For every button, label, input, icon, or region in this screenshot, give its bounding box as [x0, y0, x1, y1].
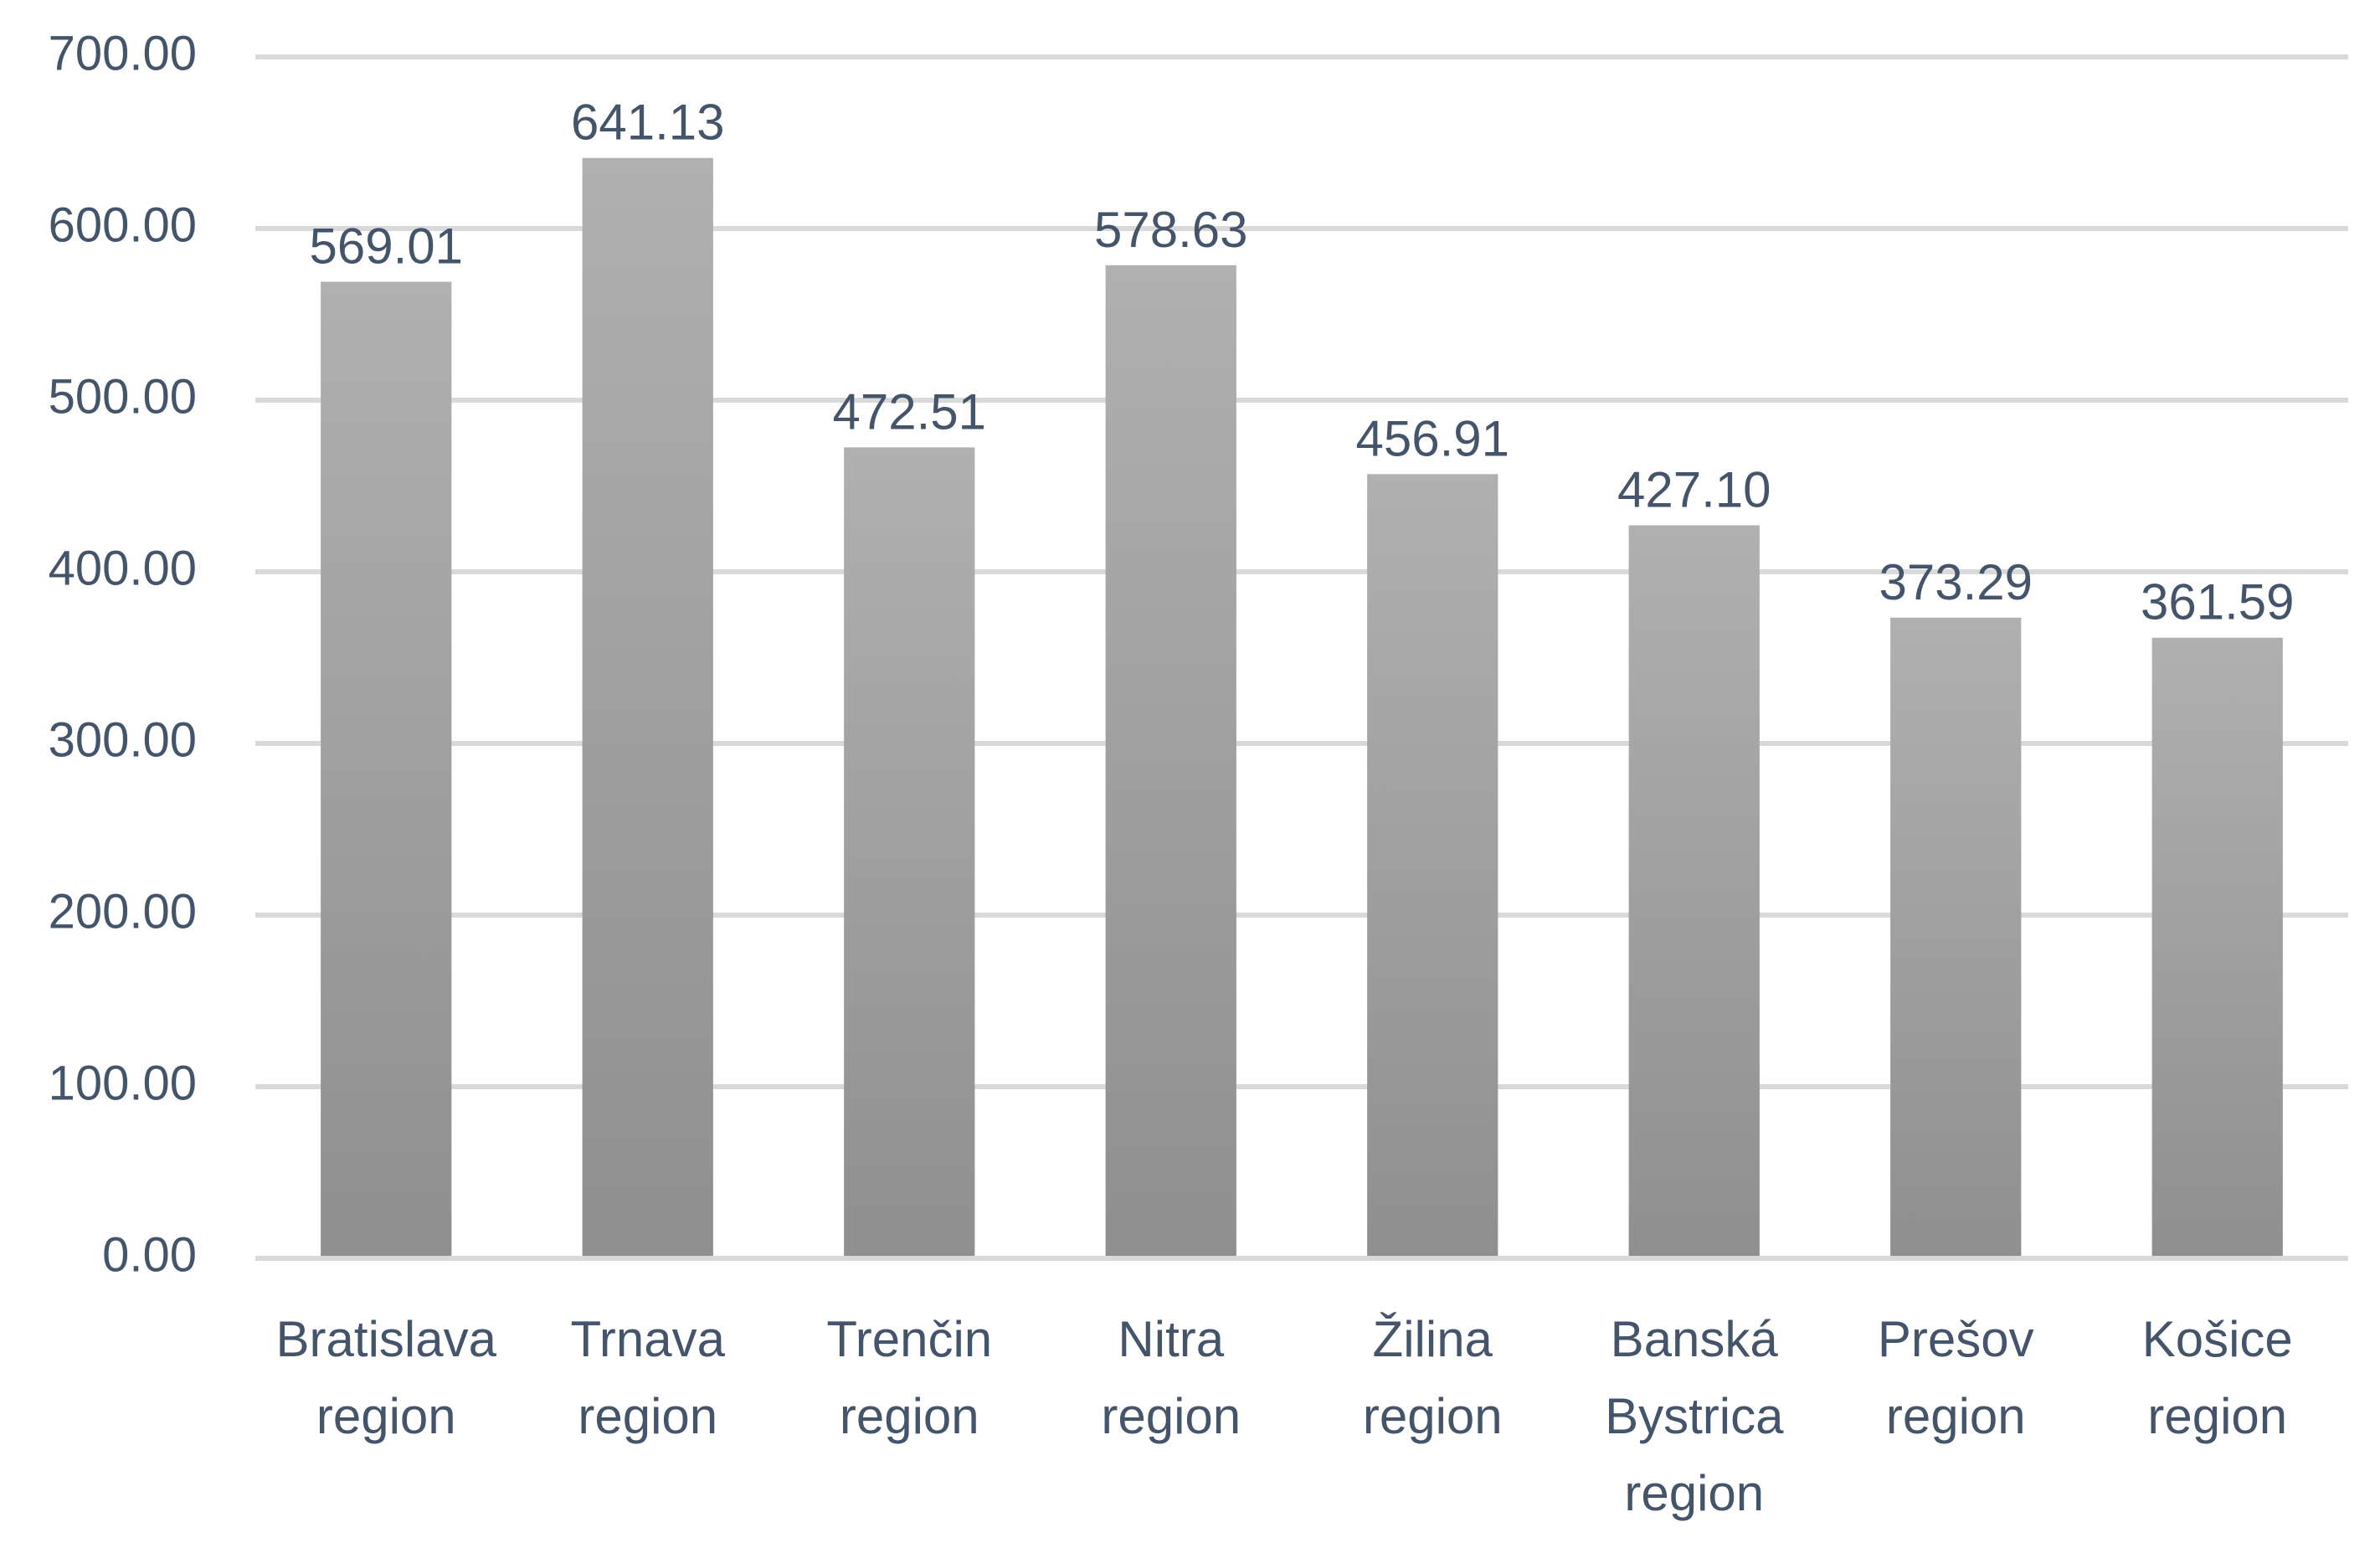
- bar: [1628, 525, 1760, 1258]
- data-label: 472.51: [832, 383, 986, 440]
- y-axis-tick-labels: 0.00 100.00 200.00 300.00 400.00 500.00 600.00…: [49, 26, 197, 1282]
- data-labels: 569.01 641.13 472.51 578.63 456.91 427.10 373.…: [309, 95, 2294, 630]
- x-tick-label: Košice region: [2142, 1311, 2293, 1444]
- data-label: 641.13: [571, 95, 725, 151]
- x-tick-label: Bratislava region: [276, 1311, 497, 1444]
- x-tick-label: Trnava region: [570, 1311, 725, 1444]
- bar: [844, 447, 975, 1258]
- y-tick-label: 700.00: [49, 26, 197, 80]
- bar: [582, 157, 713, 1259]
- x-tick-label: Prešov region: [1878, 1311, 2034, 1444]
- x-axis-category-labels: Bratislava region Trnava region Trenčin regio…: [276, 1311, 2293, 1521]
- bar: [1367, 474, 1498, 1258]
- y-tick-label: 0.00: [102, 1227, 197, 1282]
- data-label: 427.10: [1617, 461, 1771, 517]
- data-label: 569.01: [309, 219, 463, 275]
- bar: [1105, 265, 1236, 1259]
- x-tick-label: Trenčin region: [826, 1311, 992, 1444]
- x-tick-label: Nitra region: [1101, 1311, 1241, 1444]
- y-tick-label: 200.00: [49, 884, 197, 939]
- y-tick-label: 400.00: [49, 541, 197, 595]
- x-tick-label: Žilina region: [1363, 1311, 1503, 1444]
- data-label: 361.59: [2141, 574, 2295, 630]
- x-tick-label: Banská Bystrica region: [1605, 1311, 1784, 1521]
- bar: [2151, 637, 2283, 1258]
- data-label: 456.91: [1355, 410, 1509, 466]
- y-tick-label: 500.00: [49, 369, 197, 424]
- bar: [321, 281, 452, 1258]
- y-tick-label: 100.00: [49, 1056, 197, 1110]
- bar: [1890, 617, 2022, 1258]
- y-tick-label: 600.00: [49, 198, 197, 252]
- data-label: 373.29: [1879, 554, 2033, 610]
- y-tick-label: 300.00: [49, 712, 197, 767]
- data-label: 578.63: [1094, 202, 1248, 258]
- bars: [321, 157, 2283, 1259]
- gridlines: [255, 54, 2348, 1089]
